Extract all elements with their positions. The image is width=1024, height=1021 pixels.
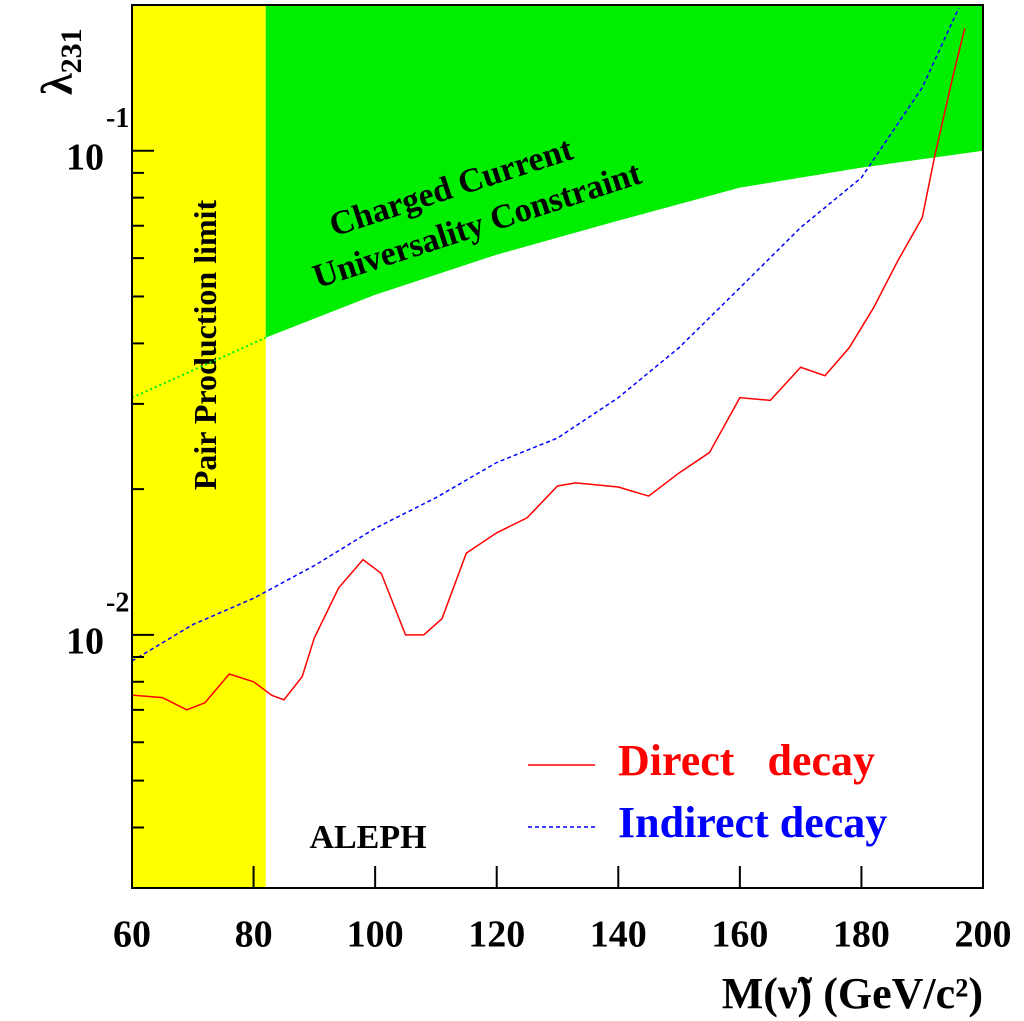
constraint-region — [265, 5, 983, 338]
x-axis-label: M(ν̃) (GeV/c²) — [722, 969, 983, 1018]
legend-label: Indirect decay — [618, 798, 887, 847]
data-line — [131, 7, 960, 662]
x-tick-label: 160 — [711, 914, 768, 956]
legend-label: Direct decay — [618, 736, 875, 785]
plot-frame — [131, 4, 984, 889]
y-tick-label: 10 — [66, 621, 104, 663]
x-tick-label: 140 — [590, 914, 647, 956]
x-tick-label: 80 — [235, 914, 273, 956]
band-label: Pair Production limit — [187, 199, 223, 490]
y-axis-subscript: 231 — [55, 28, 88, 73]
annotation: ALEPH — [309, 819, 426, 856]
x-tick-label: 120 — [468, 914, 525, 956]
y-axis-symbol: λ — [33, 73, 82, 95]
y-tick-exponent: -2 — [106, 587, 129, 618]
x-tick-label: 200 — [955, 914, 1012, 956]
pair-production-band — [132, 5, 266, 888]
y-tick-label: 10 — [66, 136, 104, 178]
data-line — [131, 28, 966, 711]
x-tick-label: 60 — [113, 914, 151, 956]
x-tick-label: 100 — [347, 914, 404, 956]
y-axis-label: λ231 — [33, 28, 88, 95]
y-tick-exponent: -1 — [106, 103, 129, 134]
x-tick-label: 180 — [833, 914, 890, 956]
